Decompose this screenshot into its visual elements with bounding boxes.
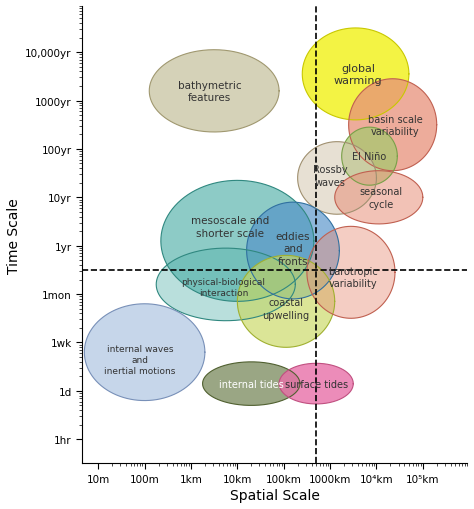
Text: coastal
upwelling: coastal upwelling bbox=[263, 298, 310, 320]
Polygon shape bbox=[342, 128, 397, 186]
Polygon shape bbox=[335, 172, 423, 224]
Polygon shape bbox=[298, 143, 376, 215]
Text: global
warming: global warming bbox=[334, 64, 382, 86]
Text: internal waves
and
inertial motions: internal waves and inertial motions bbox=[104, 344, 176, 375]
Text: seasonal
cycle: seasonal cycle bbox=[359, 187, 402, 209]
Text: bathymetric
features: bathymetric features bbox=[178, 80, 241, 103]
Text: mesoscale and
shorter scale: mesoscale and shorter scale bbox=[191, 216, 270, 238]
Polygon shape bbox=[302, 29, 409, 121]
Polygon shape bbox=[279, 363, 353, 404]
Text: internal tides: internal tides bbox=[219, 379, 283, 389]
Text: physical-biological
interaction: physical-biological interaction bbox=[182, 277, 265, 297]
Polygon shape bbox=[161, 181, 314, 302]
Polygon shape bbox=[237, 256, 335, 348]
Polygon shape bbox=[202, 362, 300, 406]
X-axis label: Spatial Scale: Spatial Scale bbox=[229, 488, 319, 502]
Text: barotropic
variability: barotropic variability bbox=[328, 266, 378, 289]
Polygon shape bbox=[84, 304, 205, 401]
Polygon shape bbox=[349, 79, 437, 172]
Text: Rossby
waves: Rossby waves bbox=[313, 165, 347, 187]
Polygon shape bbox=[156, 248, 295, 321]
Text: eddies
and
fronts: eddies and fronts bbox=[276, 231, 310, 266]
Text: basin scale
variability: basin scale variability bbox=[368, 115, 422, 136]
Y-axis label: Time Scale: Time Scale bbox=[7, 197, 21, 273]
Polygon shape bbox=[246, 203, 339, 299]
Text: surface tides: surface tides bbox=[284, 379, 348, 389]
Text: El Niño: El Niño bbox=[352, 152, 387, 162]
Polygon shape bbox=[307, 227, 395, 319]
Polygon shape bbox=[149, 50, 279, 133]
